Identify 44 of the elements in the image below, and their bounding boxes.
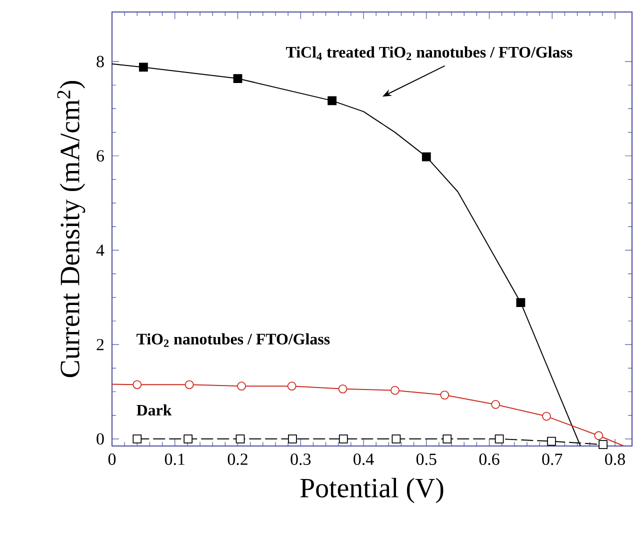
point: [442, 434, 452, 444]
x-tick-label: 0.5: [416, 454, 436, 466]
point: [547, 436, 556, 446]
annotation: TiO$_{2}$ nanotubes / FTO/Glass: [136, 333, 330, 347]
x-tick-label: 0.1: [164, 454, 184, 466]
y-tick-label: 2: [96, 338, 104, 350]
point: [516, 298, 526, 308]
y-tick-label: 8: [96, 56, 104, 68]
point: [422, 152, 431, 162]
point: [338, 434, 348, 444]
point: [237, 382, 246, 391]
point: [392, 434, 401, 444]
point: [138, 62, 148, 72]
x-tick-label: 0.4: [354, 454, 374, 466]
annotation: TiCl$_{4}$ treated TiO$_{2}$ nanotubes / FTO/Glass: [286, 46, 572, 60]
point: [491, 400, 500, 409]
point: [598, 440, 608, 450]
point: [132, 434, 142, 444]
point: [494, 434, 504, 444]
y-axis-title: Current Density (mA/cm$^{2}$): [57, 81, 86, 378]
point: [390, 386, 400, 395]
x-axis-title: Potential (V): [300, 478, 444, 504]
point: [184, 434, 193, 444]
point: [440, 390, 450, 400]
x-tick-label: 0.7: [542, 454, 562, 466]
y-tick-label: 0: [96, 433, 104, 445]
x-tick-label: 0: [108, 454, 116, 465]
x-tick-label: 0.8: [605, 454, 625, 466]
y-tick-label: 6: [96, 150, 104, 162]
annotation: Dark: [136, 404, 172, 416]
point: [594, 431, 604, 440]
point: [184, 380, 194, 390]
y-tick-label: 4: [96, 244, 104, 256]
x-tick-label: 0.6: [479, 454, 500, 466]
x-tick-label: 0.2: [228, 454, 248, 466]
point: [236, 434, 245, 444]
point: [328, 96, 337, 106]
point: [338, 384, 348, 394]
x-tick-label: 0.3: [290, 454, 311, 466]
point: [288, 434, 297, 444]
point: [132, 380, 142, 390]
point: [542, 412, 551, 421]
point: [287, 382, 296, 391]
point: [233, 74, 242, 83]
